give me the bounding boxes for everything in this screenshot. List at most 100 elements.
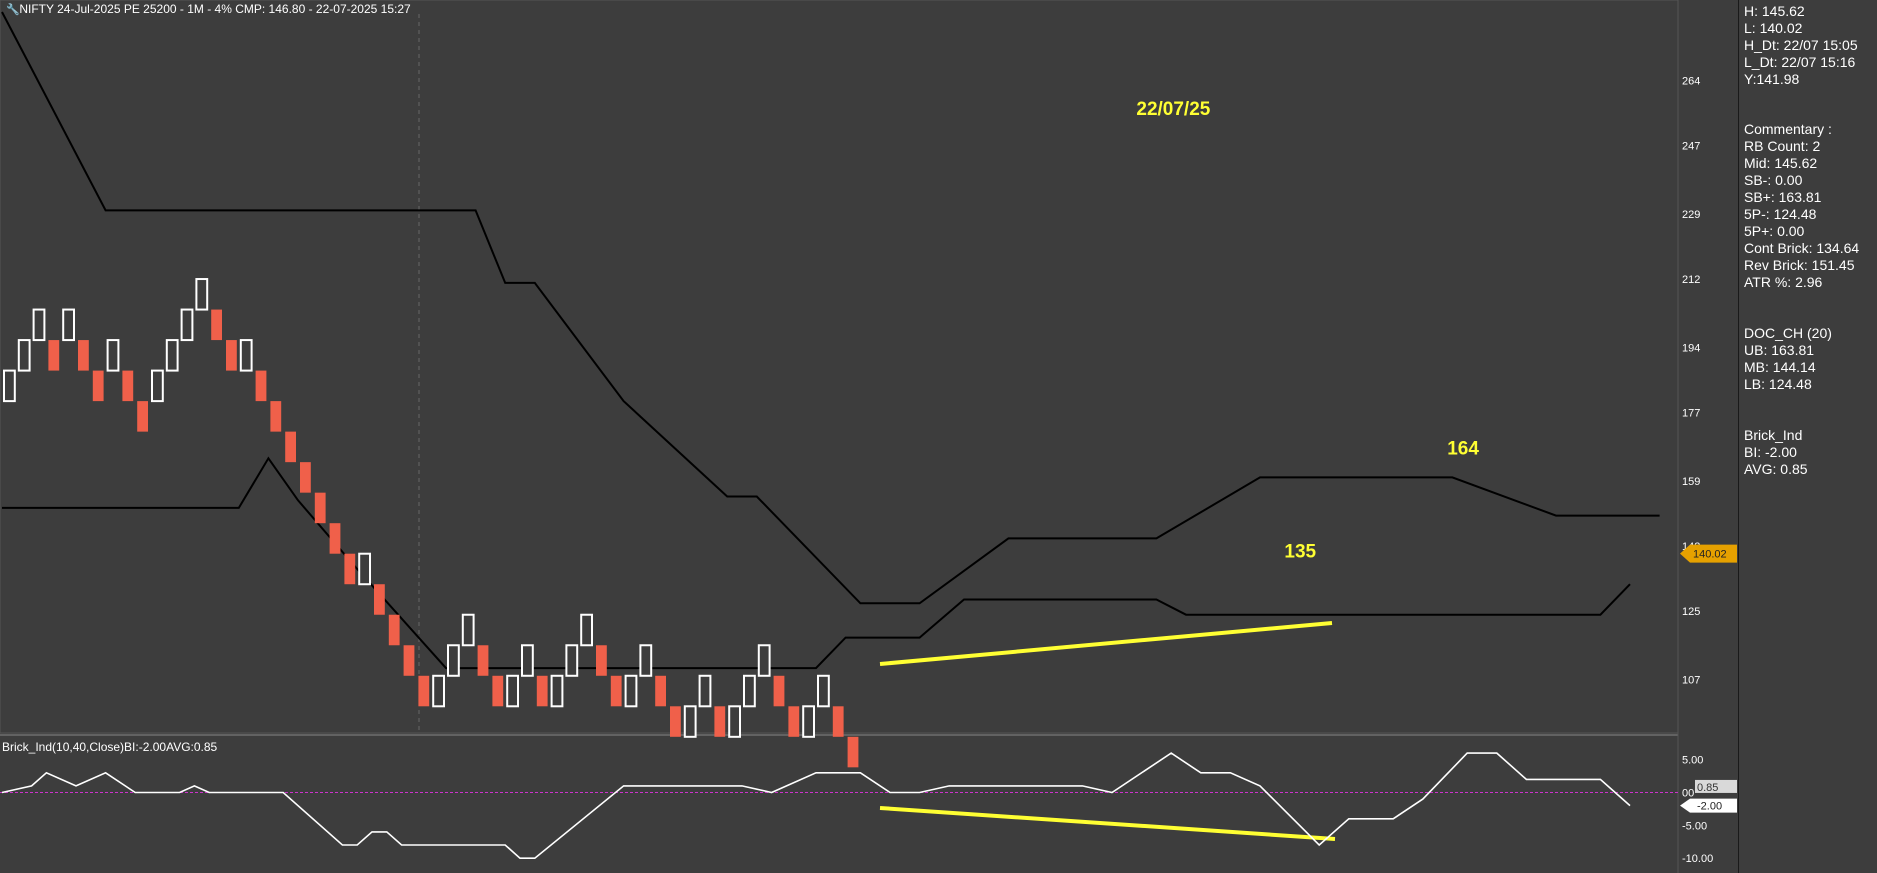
channel-lower-line bbox=[2, 456, 1631, 670]
commentary-line: Cont Brick: 134.64 bbox=[1744, 240, 1860, 256]
up-brick bbox=[728, 705, 742, 738]
down-brick bbox=[477, 645, 489, 676]
up-brick bbox=[639, 644, 653, 677]
up-brick bbox=[432, 674, 446, 708]
down-brick bbox=[388, 614, 400, 646]
down-brick bbox=[285, 431, 296, 463]
lines-line: H_Dt: 22/07 15:05 bbox=[1744, 37, 1858, 53]
y-tick-label: 194 bbox=[1682, 343, 1700, 355]
down-brick bbox=[596, 645, 607, 676]
ind-tick-label: 5.00 bbox=[1682, 755, 1703, 767]
ohlc-info: H: 145.62 L: 140.02 H_Dt: 22/07 15:05 L_Dt:… bbox=[1744, 3, 1858, 88]
commentary-info: Commentary : RB Count: 2 Mid: 145.62 SB-: 0… bbox=[1744, 121, 1859, 291]
y-tick-label: 159 bbox=[1682, 476, 1700, 488]
lines-line: Y:141.98 bbox=[1744, 71, 1800, 87]
down-brick bbox=[832, 706, 844, 737]
down-brick bbox=[536, 675, 548, 707]
doc-channel-info: DOC_CH (20) UB: 163.81 MB: 144.14 LB: 124.4… bbox=[1744, 325, 1832, 393]
lines-line: L: 140.02 bbox=[1744, 20, 1803, 36]
up-brick bbox=[817, 674, 830, 708]
trendline-indicator bbox=[879, 806, 1336, 841]
up-brick bbox=[580, 613, 594, 647]
brick_ind-line: Brick_Ind bbox=[1744, 427, 1803, 443]
up-brick bbox=[743, 674, 756, 708]
up-brick bbox=[17, 339, 31, 372]
down-brick bbox=[714, 706, 726, 737]
up-brick bbox=[180, 308, 194, 342]
y-tick-label: 247 bbox=[1682, 141, 1700, 153]
ind-tick-label: -10.00 bbox=[1682, 853, 1713, 865]
wrench-icon[interactable]: 🔧 bbox=[6, 4, 20, 16]
commentary-line: SB-: 0.00 bbox=[1744, 172, 1803, 188]
up-brick bbox=[62, 308, 76, 342]
down-brick bbox=[300, 462, 311, 493]
up-brick bbox=[521, 644, 534, 677]
brick_ind-line: BI: -2.00 bbox=[1744, 444, 1797, 460]
lines-line: H: 145.62 bbox=[1744, 3, 1805, 19]
y-tick-label: 177 bbox=[1682, 408, 1700, 420]
up-brick bbox=[506, 674, 520, 708]
commentary-line: 5P+: 0.00 bbox=[1744, 223, 1805, 239]
price-tag-text: 140.02 bbox=[1693, 549, 1727, 561]
commentary-line: Rev Brick: 151.45 bbox=[1744, 257, 1855, 273]
down-brick bbox=[344, 553, 356, 585]
down-brick bbox=[492, 675, 504, 707]
trendline-price bbox=[879, 621, 1333, 666]
down-brick bbox=[329, 523, 341, 554]
up-brick bbox=[358, 552, 372, 586]
y-tick-label: 107 bbox=[1682, 675, 1700, 687]
annotation-label: 164 bbox=[1447, 439, 1479, 460]
info-panel: H: 145.62 L: 140.02 H_Dt: 22/07 15:05 L_Dt:… bbox=[1738, 0, 1877, 873]
avg-tag-badge bbox=[1695, 779, 1737, 793]
up-brick bbox=[151, 369, 164, 403]
up-brick bbox=[195, 278, 209, 311]
down-brick bbox=[773, 675, 785, 707]
commentary-line: Mid: 145.62 bbox=[1744, 155, 1818, 171]
down-brick bbox=[78, 340, 89, 371]
down-brick bbox=[418, 675, 430, 707]
down-brick bbox=[122, 370, 134, 402]
up-brick bbox=[447, 644, 460, 677]
doc_ch-line: UB: 163.81 bbox=[1744, 342, 1815, 358]
up-brick bbox=[461, 613, 475, 647]
up-brick bbox=[106, 339, 120, 372]
down-brick bbox=[403, 645, 415, 676]
down-brick bbox=[270, 401, 282, 432]
avg-tag-text: 0.85 bbox=[1697, 782, 1718, 794]
up-brick bbox=[624, 674, 638, 708]
up-brick bbox=[550, 674, 564, 708]
brick-ind-line bbox=[1, 752, 1631, 859]
doc_ch-line: LB: 124.48 bbox=[1744, 376, 1812, 392]
down-brick bbox=[610, 675, 622, 707]
down-brick bbox=[670, 706, 681, 737]
brick_ind-line: AVG: 0.85 bbox=[1744, 461, 1808, 477]
commentary-line: RB Count: 2 bbox=[1744, 138, 1821, 154]
annotation-label: 135 bbox=[1284, 542, 1316, 563]
chart-title: 🔧 NIFTY 24-Jul-2025 PE 25200 - 1M - 4% C… bbox=[6, 2, 411, 16]
down-brick bbox=[374, 584, 385, 615]
doc_ch-line: MB: 144.14 bbox=[1744, 359, 1816, 375]
lines-line: L_Dt: 22/07 15:16 bbox=[1744, 54, 1856, 70]
chart-title-text: NIFTY 24-Jul-2025 PE 25200 - 1M - 4% CMP… bbox=[19, 2, 411, 16]
y-tick-label: 125 bbox=[1682, 606, 1700, 618]
commentary-line: ATR %: 2.96 bbox=[1744, 274, 1823, 290]
channel-upper-line bbox=[1, 11, 1660, 605]
down-brick bbox=[211, 309, 222, 341]
down-brick bbox=[314, 492, 326, 524]
down-brick bbox=[92, 370, 104, 402]
price-tag-badge bbox=[1680, 544, 1737, 563]
up-brick bbox=[698, 674, 712, 708]
up-brick bbox=[3, 369, 16, 403]
down-brick bbox=[48, 340, 60, 371]
y-tick-label: 212 bbox=[1682, 274, 1700, 286]
ind-tick-label: -5.00 bbox=[1682, 820, 1707, 832]
ind-zero-tag: 00 bbox=[1682, 788, 1694, 800]
bi-tag-badge bbox=[1680, 798, 1737, 813]
indicator-title: Brick_Ind(10,40,Close)BI:-2.00AVG:0.85 bbox=[2, 740, 218, 754]
up-brick bbox=[32, 308, 46, 342]
commentary-line: 5P-: 124.48 bbox=[1744, 206, 1817, 222]
doc_ch-line: DOC_CH (20) bbox=[1744, 325, 1832, 341]
up-brick bbox=[683, 705, 697, 738]
